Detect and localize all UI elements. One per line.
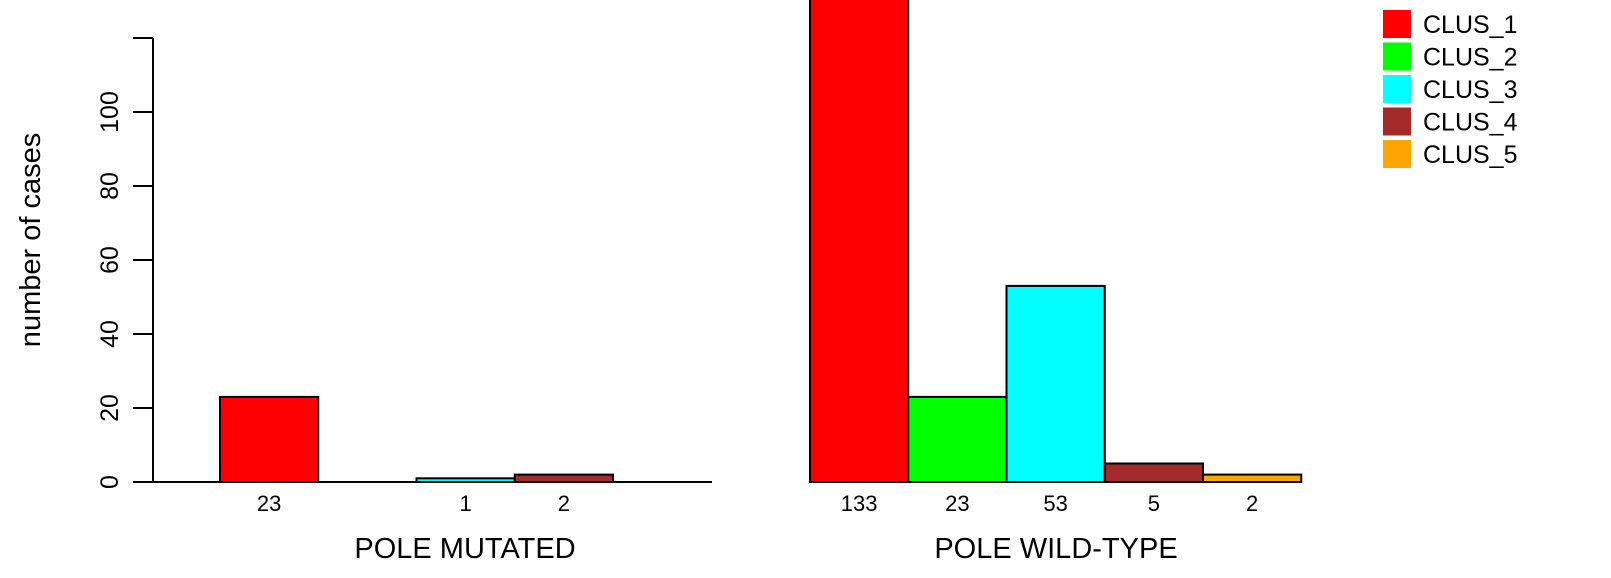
bar-panels: 23 1 2 POLE MUTATED 133 23 53 5 2 POLE WILD-TYPE	[153, 0, 1303, 565]
bar-clus-1	[809, 0, 910, 483]
y-tick-label: 0	[96, 475, 124, 489]
legend-swatch	[1383, 107, 1411, 136]
legend-swatch	[1383, 140, 1411, 168]
bar-clus-2	[907, 395, 1008, 483]
bar-value-label: 2	[1246, 491, 1258, 516]
legend-swatch	[1383, 10, 1411, 38]
bar-value-label: 1	[460, 491, 472, 516]
bar-clus-3	[1005, 284, 1106, 483]
y-tick-label: 60	[96, 246, 124, 274]
legend-item-clus-4: CLUS_4	[1383, 107, 1518, 137]
legend-label: CLUS_4	[1423, 109, 1518, 137]
bar-value-label: 23	[257, 491, 281, 516]
legend-label: CLUS_2	[1423, 44, 1518, 72]
legend-label: CLUS_5	[1423, 141, 1518, 169]
bar-value-label: 2	[558, 491, 570, 516]
bar-value-label: 23	[945, 491, 969, 516]
group-label: POLE WILD-TYPE	[934, 533, 1177, 565]
legend-item-clus-1: CLUS_1	[1383, 10, 1518, 39]
bar-value-label: 53	[1043, 491, 1067, 516]
legend-label: CLUS_3	[1423, 76, 1518, 104]
legend-label: CLUS_1	[1423, 11, 1518, 39]
bar-clus-4	[513, 473, 614, 484]
bar-clus-5	[1202, 473, 1303, 484]
panel-pole-wild-type: 133 23 53 5 2 POLE WILD-TYPE	[809, 0, 1303, 565]
group-label: POLE MUTATED	[354, 533, 575, 565]
legend: CLUS_1 CLUS_2 CLUS_3 CLUS_4 CLUS_5	[1383, 10, 1518, 169]
y-tick-label: 40	[96, 320, 124, 348]
y-axis: 0 20 40 60 80 100	[96, 37, 154, 489]
bar-clus-1	[219, 395, 320, 483]
y-tick-label: 100	[96, 91, 124, 133]
bar-value-label: 5	[1148, 491, 1160, 516]
legend-item-clus-2: CLUS_2	[1383, 42, 1518, 72]
legend-swatch	[1383, 42, 1411, 71]
legend-item-clus-3: CLUS_3	[1383, 75, 1518, 104]
y-tick-label: 20	[96, 394, 124, 422]
y-tick-label: 80	[96, 172, 124, 200]
bar-clus-4	[1103, 462, 1204, 483]
bar-value-label: 133	[841, 491, 878, 516]
legend-swatch	[1383, 75, 1411, 103]
legend-item-clus-5: CLUS_5	[1383, 140, 1518, 169]
panel-pole-mutated: 23 1 2 POLE MUTATED	[153, 395, 712, 565]
y-axis-title: number of cases	[15, 133, 47, 347]
